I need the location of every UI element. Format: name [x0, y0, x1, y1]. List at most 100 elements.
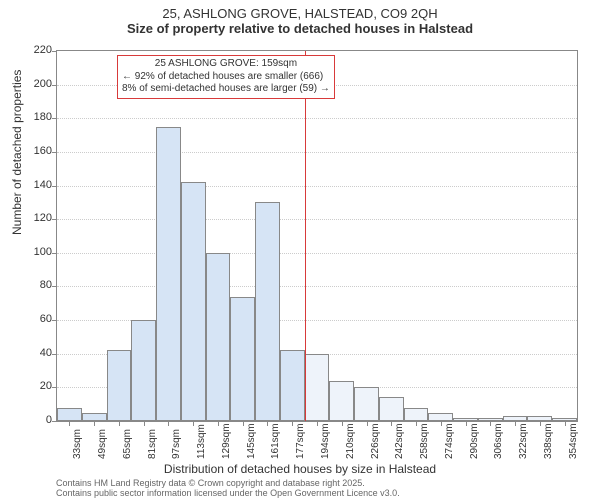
gridline	[57, 286, 577, 287]
y-tick-label: 140	[12, 179, 52, 191]
x-tick-mark	[490, 421, 491, 426]
histogram-bar	[57, 408, 82, 421]
footer-line2: Contains public sector information licen…	[56, 488, 400, 498]
footer-line1: Contains HM Land Registry data © Crown c…	[56, 478, 400, 488]
x-tick-label: 274sqm	[444, 423, 455, 459]
annotation-line: 25 ASHLONG GROVE: 159sqm	[122, 58, 330, 71]
x-tick-mark	[218, 421, 219, 426]
x-tick-label: 129sqm	[221, 423, 232, 459]
y-tick-mark	[52, 186, 57, 187]
x-tick-label: 81sqm	[147, 429, 158, 459]
x-tick-label: 113sqm	[196, 424, 207, 459]
histogram-bar	[280, 350, 305, 421]
gridline	[57, 253, 577, 254]
x-tick-mark	[119, 421, 120, 426]
gridline	[57, 152, 577, 153]
y-tick-mark	[52, 219, 57, 220]
histogram-bar	[131, 320, 156, 421]
marker-vline	[305, 51, 306, 421]
y-tick-label: 60	[12, 313, 52, 325]
annotation-line: 8% of semi-detached houses are larger (5…	[122, 83, 330, 96]
histogram-bar	[156, 127, 181, 421]
y-tick-label: 180	[12, 111, 52, 123]
y-tick-mark	[52, 152, 57, 153]
gridline	[57, 118, 577, 119]
x-tick-mark	[515, 421, 516, 426]
chart-title-block: 25, ASHLONG GROVE, HALSTEAD, CO9 2QH Siz…	[0, 0, 600, 36]
x-tick-label: 242sqm	[394, 423, 405, 459]
x-tick-label: 145sqm	[246, 423, 257, 459]
y-tick-mark	[52, 387, 57, 388]
y-tick-label: 200	[12, 78, 52, 90]
y-tick-label: 40	[12, 347, 52, 359]
x-tick-label: 161sqm	[270, 423, 281, 459]
x-tick-mark	[466, 421, 467, 426]
chart-title-line1: 25, ASHLONG GROVE, HALSTEAD, CO9 2QH	[0, 6, 600, 21]
histogram-bar	[82, 413, 107, 421]
x-tick-label: 258sqm	[419, 423, 430, 459]
y-tick-mark	[52, 118, 57, 119]
x-tick-label: 226sqm	[370, 423, 381, 459]
x-tick-mark	[193, 421, 194, 426]
y-tick-mark	[52, 354, 57, 355]
x-tick-label: 210sqm	[345, 423, 356, 459]
x-tick-label: 322sqm	[518, 423, 529, 459]
histogram-bar	[255, 202, 280, 421]
x-tick-mark	[243, 421, 244, 426]
x-tick-mark	[441, 421, 442, 426]
x-tick-label: 338sqm	[543, 423, 554, 459]
x-tick-label: 290sqm	[469, 423, 480, 459]
x-tick-mark	[342, 421, 343, 426]
histogram-bar	[329, 381, 354, 421]
y-tick-label: 100	[12, 246, 52, 258]
x-axis-label: Distribution of detached houses by size …	[0, 462, 600, 476]
y-tick-mark	[52, 421, 57, 422]
x-tick-mark	[367, 421, 368, 426]
histogram-bar	[230, 297, 255, 421]
histogram-bar	[404, 408, 429, 421]
x-tick-label: 177sqm	[295, 423, 306, 459]
annotation-box: 25 ASHLONG GROVE: 159sqm← 92% of detache…	[117, 55, 335, 99]
gridline	[57, 219, 577, 220]
x-tick-mark	[267, 421, 268, 426]
plot-area: 25 ASHLONG GROVE: 159sqm← 92% of detache…	[56, 50, 578, 422]
x-tick-label: 194sqm	[320, 423, 331, 459]
y-tick-label: 20	[12, 380, 52, 392]
y-tick-label: 80	[12, 279, 52, 291]
x-tick-mark	[391, 421, 392, 426]
gridline	[57, 186, 577, 187]
histogram-bar	[379, 397, 404, 421]
y-tick-mark	[52, 253, 57, 254]
y-tick-mark	[52, 51, 57, 52]
histogram-bar	[354, 387, 379, 421]
chart-title-line2: Size of property relative to detached ho…	[0, 21, 600, 36]
y-tick-label: 0	[12, 414, 52, 426]
footer-text: Contains HM Land Registry data © Crown c…	[56, 478, 400, 499]
y-tick-mark	[52, 85, 57, 86]
x-tick-label: 65sqm	[122, 429, 133, 459]
x-tick-mark	[540, 421, 541, 426]
x-tick-label: 97sqm	[171, 429, 182, 459]
x-tick-label: 306sqm	[493, 423, 504, 459]
x-tick-mark	[317, 421, 318, 426]
y-tick-label: 160	[12, 145, 52, 157]
x-tick-label: 49sqm	[97, 429, 108, 459]
histogram-bar	[305, 354, 330, 421]
x-tick-mark	[292, 421, 293, 426]
histogram-bar	[107, 350, 132, 421]
x-tick-mark	[144, 421, 145, 426]
x-tick-mark	[94, 421, 95, 426]
histogram-bar	[181, 182, 206, 421]
y-tick-mark	[52, 320, 57, 321]
x-tick-label: 354sqm	[568, 423, 579, 459]
histogram-bar	[206, 253, 231, 421]
x-tick-mark	[69, 421, 70, 426]
y-tick-label: 120	[12, 212, 52, 224]
annotation-line: ← 92% of detached houses are smaller (66…	[122, 71, 330, 84]
x-tick-mark	[168, 421, 169, 426]
x-tick-label: 33sqm	[72, 429, 83, 459]
x-tick-mark	[416, 421, 417, 426]
histogram-bar	[428, 413, 453, 421]
y-tick-mark	[52, 286, 57, 287]
x-tick-mark	[565, 421, 566, 426]
